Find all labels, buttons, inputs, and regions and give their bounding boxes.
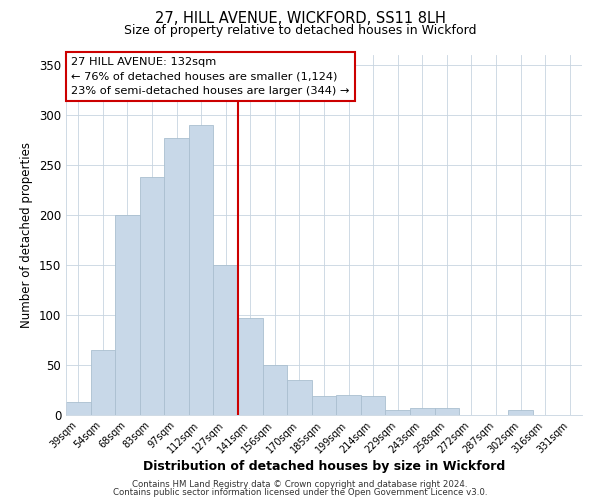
Bar	[410, 408, 434, 415]
X-axis label: Distribution of detached houses by size in Wickford: Distribution of detached houses by size …	[143, 460, 505, 473]
Bar	[508, 410, 533, 415]
Bar	[189, 125, 214, 415]
Bar	[115, 215, 140, 415]
Text: Contains HM Land Registry data © Crown copyright and database right 2024.: Contains HM Land Registry data © Crown c…	[132, 480, 468, 489]
Y-axis label: Number of detached properties: Number of detached properties	[20, 142, 34, 328]
Bar	[214, 265, 238, 415]
Bar	[140, 177, 164, 415]
Bar	[361, 396, 385, 415]
Text: Size of property relative to detached houses in Wickford: Size of property relative to detached ho…	[124, 24, 476, 37]
Text: Contains public sector information licensed under the Open Government Licence v3: Contains public sector information licen…	[113, 488, 487, 497]
Text: 27 HILL AVENUE: 132sqm
← 76% of detached houses are smaller (1,124)
23% of semi-: 27 HILL AVENUE: 132sqm ← 76% of detached…	[71, 57, 350, 96]
Bar	[287, 380, 312, 415]
Bar	[66, 402, 91, 415]
Bar	[263, 365, 287, 415]
Bar	[238, 318, 263, 415]
Text: 27, HILL AVENUE, WICKFORD, SS11 8LH: 27, HILL AVENUE, WICKFORD, SS11 8LH	[155, 11, 445, 26]
Bar	[336, 395, 361, 415]
Bar	[312, 396, 336, 415]
Bar	[385, 410, 410, 415]
Bar	[164, 138, 189, 415]
Bar	[434, 408, 459, 415]
Bar	[91, 350, 115, 415]
